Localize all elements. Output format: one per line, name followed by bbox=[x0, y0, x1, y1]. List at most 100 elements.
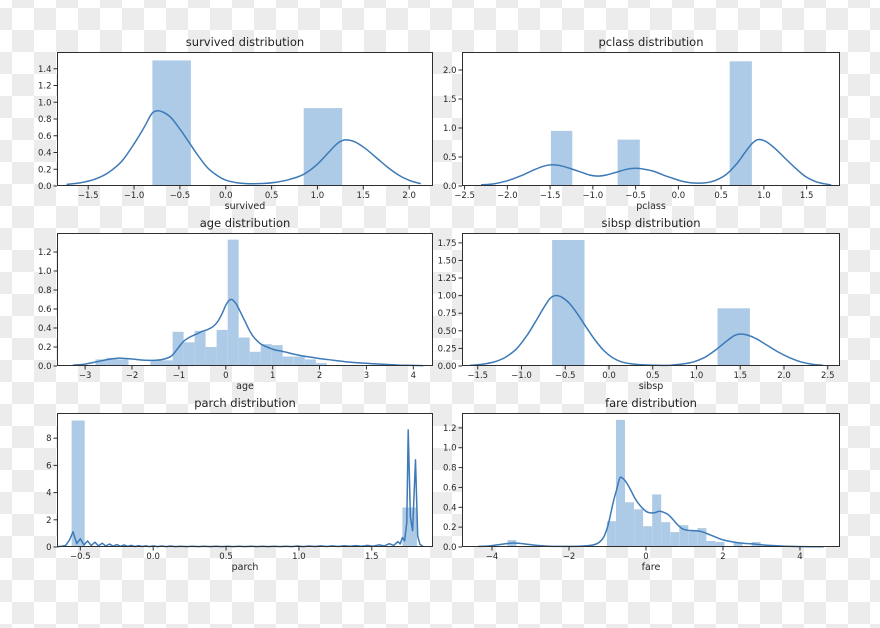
x-tick-label: −1.5 bbox=[467, 371, 488, 381]
x-axis-ticks: −0.5 0.0 0.5 1.0 1.5 bbox=[70, 547, 379, 562]
axes-background bbox=[57, 52, 433, 186]
histogram-bar bbox=[751, 542, 761, 547]
histogram-bar bbox=[634, 509, 644, 547]
y-tick-label: 1.0 bbox=[38, 267, 52, 277]
x-axis-ticks: −3 −2 −1 0 1 2 3 4 bbox=[79, 366, 416, 381]
y-axis-ticks: 0.0 0.2 0.4 0.6 0.8 1.0 1.2 bbox=[443, 424, 462, 553]
histogram-bar bbox=[227, 239, 239, 366]
x-axis-label-pclass: pclass bbox=[636, 201, 666, 212]
y-tick-label: 8 bbox=[46, 434, 51, 444]
x-tick-label: −1.5 bbox=[78, 191, 99, 201]
y-axis-ticks: 0.0 0.2 0.4 0.6 0.8 1.0 1.2 bbox=[38, 248, 57, 372]
x-tick-label: −2 bbox=[563, 552, 576, 562]
x-axis-ticks: −1.5 −1.0 −0.5 0.0 0.5 1.0 1.5 2.0 bbox=[78, 186, 416, 201]
x-tick-label: 1.0 bbox=[311, 191, 325, 201]
y-axis-ticks: 0.0 0.2 0.4 0.6 0.8 1.0 1.2 1.4 bbox=[38, 65, 57, 192]
histogram-bar bbox=[552, 240, 585, 366]
x-axis-label-survived: survived bbox=[224, 201, 266, 212]
y-tick-label: 0.8 bbox=[443, 464, 457, 474]
y-tick-label: 1.50 bbox=[438, 256, 457, 266]
y-tick-label: 0.4 bbox=[443, 503, 457, 513]
y-axis-ticks: 0 2 4 6 8 bbox=[46, 434, 57, 553]
x-tick-label: 2.0 bbox=[777, 371, 791, 381]
y-tick-label: 0.25 bbox=[438, 344, 457, 354]
y-tick-label: 1.0 bbox=[443, 444, 457, 454]
histogram-bar bbox=[117, 359, 129, 366]
axes-background bbox=[462, 52, 840, 186]
histogram-bar bbox=[507, 540, 517, 547]
y-tick-label: 0.4 bbox=[38, 149, 52, 159]
histogram-bar bbox=[150, 360, 162, 366]
axes-frame bbox=[57, 413, 433, 547]
histogram-bar bbox=[95, 359, 107, 366]
histogram-bar bbox=[238, 337, 250, 366]
axes-background bbox=[57, 413, 433, 547]
x-tick-label: 0.0 bbox=[672, 191, 686, 201]
x-tick-label: 1.0 bbox=[690, 371, 704, 381]
x-tick-label: −4 bbox=[486, 552, 499, 562]
chart-title-parch: parch distribution bbox=[194, 396, 296, 410]
histogram-bar bbox=[688, 531, 698, 547]
x-axis-label-sibsp: sibsp bbox=[638, 381, 664, 392]
y-axis-ticks: 0.0 0.5 1.0 1.5 2.0 bbox=[443, 66, 462, 192]
y-tick-label: 0.6 bbox=[38, 305, 52, 315]
chart-title-pclass: pclass distribution bbox=[598, 35, 704, 49]
x-tick-label: 1.0 bbox=[292, 552, 306, 562]
histogram-bar bbox=[670, 532, 680, 547]
y-tick-label: 0.6 bbox=[443, 483, 457, 493]
y-tick-label: 0.75 bbox=[438, 309, 457, 319]
x-tick-label: −0.5 bbox=[625, 191, 646, 201]
chart-title-fare: fare distribution bbox=[605, 396, 697, 410]
kde-curve bbox=[66, 109, 421, 186]
histogram-bar bbox=[679, 525, 689, 547]
y-tick-label: 1.00 bbox=[438, 292, 457, 302]
x-tick-label: 2.0 bbox=[402, 191, 416, 201]
x-axis-label-parch: parch bbox=[231, 562, 259, 573]
histogram-bar bbox=[733, 543, 743, 547]
x-tick-label: 1 bbox=[270, 371, 275, 381]
y-tick-label: 0 bbox=[46, 543, 51, 553]
x-tick-label: −2 bbox=[126, 371, 139, 381]
y-tick-label: 2.0 bbox=[443, 66, 457, 76]
y-tick-label: 0.0 bbox=[443, 543, 457, 553]
kde-curve bbox=[470, 294, 824, 367]
x-tick-label: 2 bbox=[317, 371, 322, 381]
x-tick-label: −1.5 bbox=[540, 191, 561, 201]
y-tick-label: 1.2 bbox=[443, 424, 457, 434]
histogram-bar bbox=[652, 494, 662, 547]
x-tick-label: 0.5 bbox=[219, 552, 233, 562]
y-tick-label: 0.4 bbox=[38, 324, 52, 334]
kde-curve bbox=[56, 429, 424, 548]
histogram-bar bbox=[606, 521, 616, 547]
kde-curve bbox=[72, 298, 424, 367]
y-tick-label: 1.0 bbox=[38, 98, 52, 108]
chart-title-sibsp: sibsp distribution bbox=[601, 216, 701, 230]
x-tick-label: 0.5 bbox=[646, 371, 660, 381]
y-tick-label: 0.0 bbox=[38, 362, 52, 372]
histogram-bars bbox=[552, 240, 750, 366]
y-tick-label: 1.2 bbox=[38, 248, 52, 258]
y-tick-label: 0.00 bbox=[438, 362, 457, 372]
y-tick-label: 0.50 bbox=[438, 327, 457, 337]
x-tick-label: 0.5 bbox=[265, 191, 279, 201]
x-tick-label: 1.5 bbox=[800, 191, 814, 201]
histogram-bar bbox=[625, 502, 634, 547]
x-tick-label: 2.5 bbox=[821, 371, 835, 381]
histogram-bar bbox=[729, 61, 752, 186]
y-tick-label: 1.4 bbox=[38, 65, 52, 75]
x-tick-label: −0.5 bbox=[70, 552, 91, 562]
x-axis-ticks: −1.5 −1.0 −0.5 0.0 0.5 1.0 1.5 2.0 2.5 bbox=[467, 366, 835, 381]
axes-frame bbox=[462, 413, 840, 547]
histogram-bar bbox=[161, 360, 173, 366]
x-tick-label: 4 bbox=[411, 371, 416, 381]
histogram-bar bbox=[661, 522, 671, 547]
x-tick-label: −0.5 bbox=[555, 371, 576, 381]
histogram-bar bbox=[717, 308, 750, 366]
